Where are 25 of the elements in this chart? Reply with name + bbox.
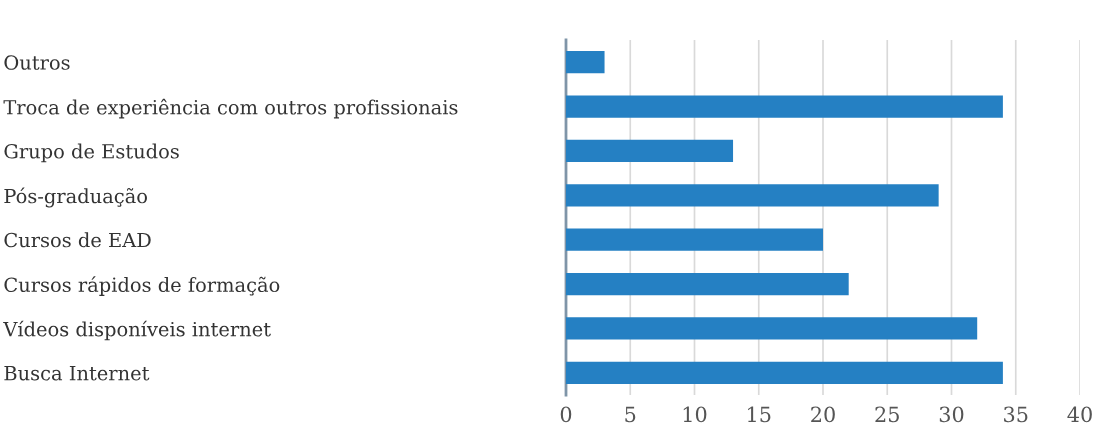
bar xyxy=(566,361,1003,384)
y-tick-label: Troca de experiência com outros profissionais xyxy=(3,98,458,119)
y-tick-label: Cursos rápidos de formação xyxy=(4,276,280,296)
x-tick-label: 10 xyxy=(683,406,707,423)
x-tick-label: 25 xyxy=(875,406,899,423)
x-tick-label: 20 xyxy=(811,406,835,423)
y-tick-label: Vídeos disponíveis internet xyxy=(3,320,271,341)
x-tick-label: 35 xyxy=(1004,406,1028,423)
x-tick-label: 40 xyxy=(1067,406,1092,423)
bar xyxy=(566,272,849,296)
y-tick-label: Grupo de Estudos xyxy=(4,143,179,163)
bar xyxy=(566,317,978,340)
bar xyxy=(566,95,1003,118)
x-tick-label: 0 xyxy=(560,406,572,423)
x-tick-label: 15 xyxy=(748,406,771,423)
y-tick-label: Busca Internet xyxy=(4,366,150,381)
y-tick-label: Outros xyxy=(4,55,70,70)
y-tick-label: Cursos de EAD xyxy=(4,232,151,248)
x-tick-label: 5 xyxy=(625,406,636,423)
bar xyxy=(566,228,823,251)
x-tick-label: 30 xyxy=(939,406,964,423)
bar xyxy=(566,51,605,74)
bar xyxy=(566,184,939,207)
y-tick-label: Pós-graduação xyxy=(4,187,147,208)
bar xyxy=(566,139,734,163)
